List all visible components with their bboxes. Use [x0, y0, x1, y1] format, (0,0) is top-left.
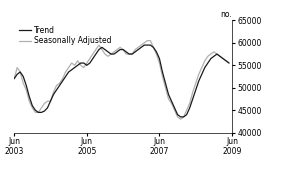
Legend: Trend, Seasonally Adjusted: Trend, Seasonally Adjusted [18, 24, 113, 47]
Text: no.: no. [220, 10, 232, 19]
